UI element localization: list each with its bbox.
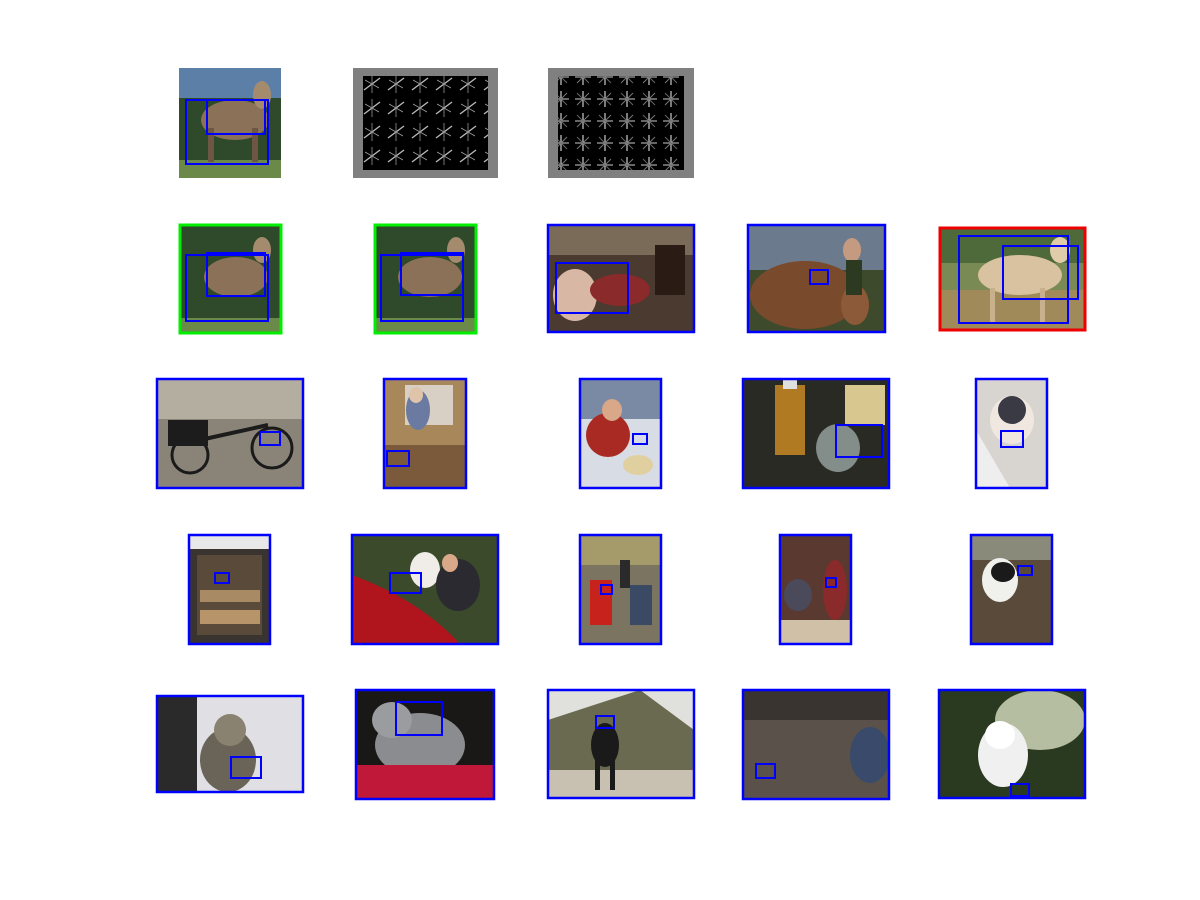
query-row [179, 68, 694, 178]
detection-tabby-cat [155, 694, 305, 794]
row-3 [155, 377, 1049, 490]
detection-wedding-car [350, 533, 500, 646]
detection-grey-cat [354, 688, 496, 801]
detection-bicycle [155, 377, 305, 490]
detection-lucky-cat [937, 688, 1087, 800]
detection-black-cow [546, 688, 696, 800]
detection-horse-wrong [938, 226, 1087, 332]
row-4 [187, 533, 1054, 646]
detection-people-room [546, 223, 696, 334]
hog-template-parts [548, 68, 694, 178]
detection-oven [187, 533, 272, 646]
top-detections-row [178, 223, 1087, 335]
row-5 [155, 688, 1087, 801]
hog-template-root [353, 68, 498, 178]
detection-bottle-table [741, 377, 891, 490]
detection-rocky-ground [741, 688, 891, 801]
detection-brown-cow [746, 223, 887, 334]
detection-bw-cow [969, 533, 1054, 646]
detection-party [778, 533, 853, 646]
detection-siamese-cat [974, 377, 1049, 490]
detection-horse-correct-1 [178, 223, 283, 335]
detection-horse-correct-2 [373, 223, 478, 335]
detection-person-eating [578, 377, 663, 490]
query-horse-image [179, 68, 281, 178]
detection-motorbikes [578, 533, 663, 646]
detection-kitchen [382, 377, 468, 490]
